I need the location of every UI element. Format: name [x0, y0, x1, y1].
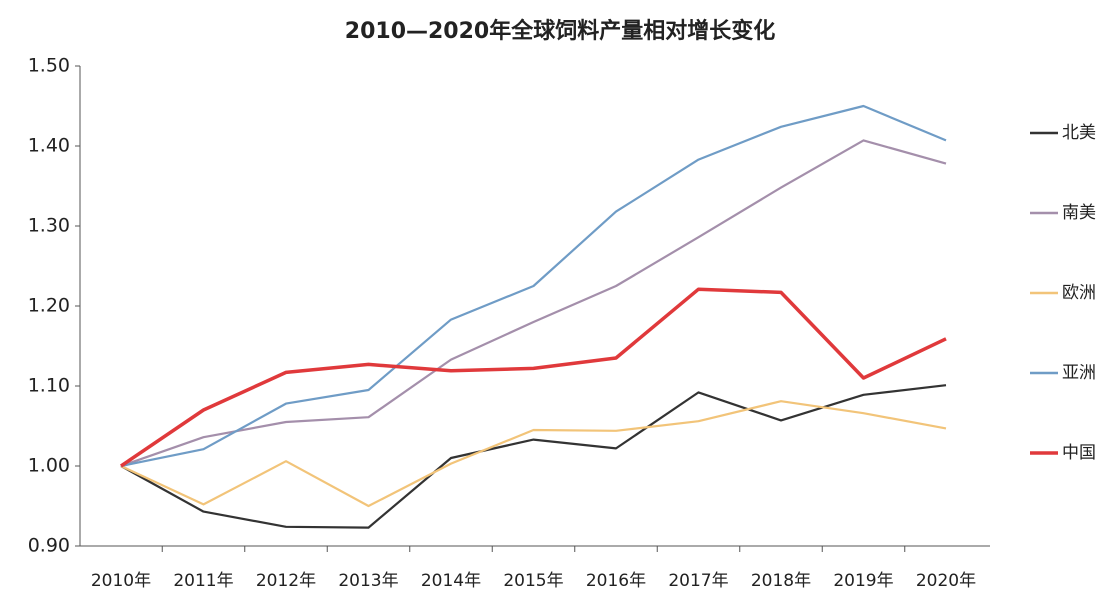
y-tick-label: 1.00	[28, 455, 70, 477]
legend-label: 欧洲	[1062, 283, 1096, 303]
y-tick-label: 1.30	[28, 215, 70, 237]
line-series	[120, 104, 947, 468]
x-tick-label: 2010年	[91, 571, 151, 591]
x-tick-label: 2011年	[173, 571, 233, 591]
line-series	[120, 400, 947, 508]
x-tick-label: 2014年	[421, 571, 481, 591]
legend-label: 南美	[1062, 203, 1096, 223]
legend-label: 北美	[1062, 123, 1096, 143]
x-tick-label: 2018年	[751, 571, 811, 591]
y-tick-label: 1.40	[28, 135, 70, 157]
line-series	[120, 287, 947, 468]
y-tick-label: 1.10	[28, 375, 70, 397]
x-tick-label: 2016年	[586, 571, 646, 591]
chart-title: 2010—2020年全球饲料产量相对增长变化	[345, 18, 775, 44]
legend-label: 亚洲	[1062, 363, 1096, 383]
x-tick-label: 2012年	[256, 571, 316, 591]
legend-label: 中国	[1062, 443, 1096, 463]
y-tick-label: 1.50	[28, 55, 70, 77]
line-series	[120, 384, 947, 529]
x-tick-label: 2019年	[833, 571, 893, 591]
line-series	[120, 139, 947, 468]
x-tick-label: 2015年	[503, 571, 563, 591]
x-tick-label: 2013年	[338, 571, 398, 591]
y-tick-label: 1.20	[28, 295, 70, 317]
x-tick-label: 2017年	[668, 571, 728, 591]
x-tick-label: 2020年	[916, 571, 976, 591]
y-tick-label: 0.90	[28, 535, 70, 557]
